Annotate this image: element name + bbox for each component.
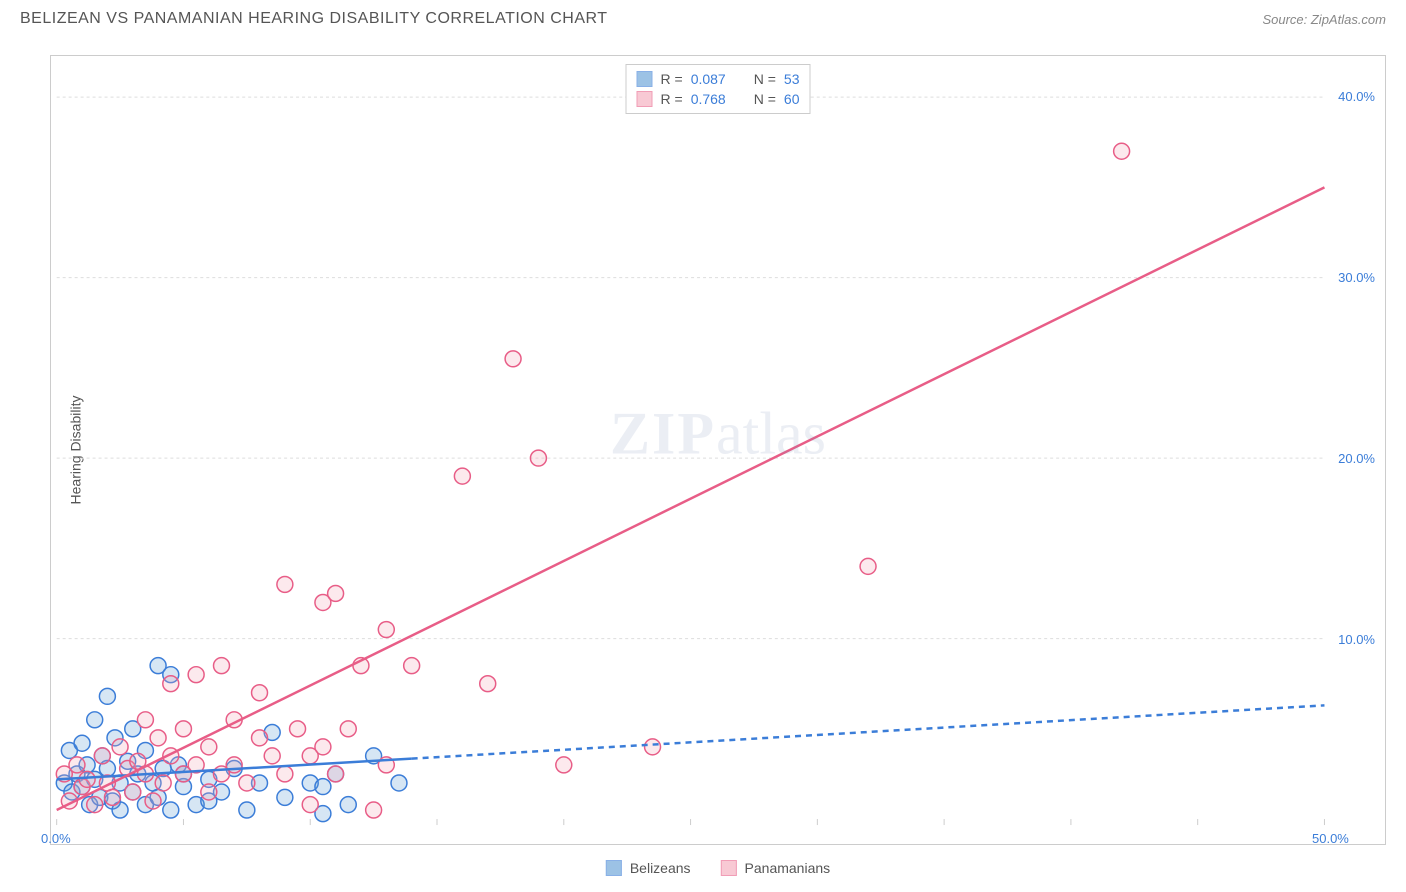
data-point-panamanians (163, 676, 179, 692)
data-point-belizeans (163, 802, 179, 818)
legend-row-belizeans: R = 0.087 N = 53 (637, 69, 800, 89)
data-point-panamanians (188, 667, 204, 683)
data-point-panamanians (505, 351, 521, 367)
trend-line-panamanians (57, 187, 1325, 810)
data-point-panamanians (860, 558, 876, 574)
data-point-panamanians (645, 739, 661, 755)
correlation-legend: R = 0.087 N = 53 R = 0.768 N = 60 (626, 64, 811, 114)
data-point-panamanians (315, 739, 331, 755)
data-point-panamanians (145, 793, 161, 809)
y-tick-label: 30.0% (1338, 270, 1375, 285)
data-point-belizeans (99, 688, 115, 704)
n-label: N = (754, 71, 776, 87)
data-point-panamanians (328, 766, 344, 782)
data-point-panamanians (290, 721, 306, 737)
data-point-panamanians (125, 784, 141, 800)
data-point-panamanians (79, 771, 95, 787)
chart-header: BELIZEAN VS PANAMANIAN HEARING DISABILIT… (0, 0, 1406, 38)
data-point-belizeans (87, 712, 103, 728)
series-legend-belizeans: Belizeans (606, 860, 691, 876)
data-point-panamanians (480, 676, 496, 692)
r-value: 0.087 (691, 71, 726, 87)
data-point-panamanians (556, 757, 572, 773)
series-legend-panamanians: Panamanians (721, 860, 831, 876)
data-point-panamanians (252, 730, 268, 746)
y-tick-label: 20.0% (1338, 451, 1375, 466)
series-label: Belizeans (630, 860, 691, 876)
trend-line-dashed-belizeans (412, 705, 1325, 758)
data-point-panamanians (277, 576, 293, 592)
data-point-panamanians (328, 585, 344, 601)
data-point-panamanians (252, 685, 268, 701)
n-label: N = (754, 91, 776, 107)
legend-swatch-icon (721, 860, 737, 876)
data-point-belizeans (315, 779, 331, 795)
series-label: Panamanians (745, 860, 831, 876)
source-name: ZipAtlas.com (1311, 12, 1386, 27)
y-tick-label: 40.0% (1338, 89, 1375, 104)
data-point-panamanians (1114, 143, 1130, 159)
data-point-panamanians (366, 802, 382, 818)
data-point-panamanians (201, 784, 217, 800)
legend-swatch-icon (606, 860, 622, 876)
data-point-belizeans (277, 789, 293, 805)
data-point-panamanians (340, 721, 356, 737)
n-value: 60 (784, 91, 800, 107)
data-point-belizeans (74, 735, 90, 751)
data-point-panamanians (302, 797, 318, 813)
data-point-panamanians (137, 712, 153, 728)
data-point-panamanians (530, 450, 546, 466)
data-point-panamanians (87, 797, 103, 813)
data-point-panamanians (94, 748, 110, 764)
data-point-panamanians (104, 789, 120, 805)
data-point-panamanians (201, 739, 217, 755)
data-point-panamanians (175, 721, 191, 737)
data-point-panamanians (239, 775, 255, 791)
legend-swatch-icon (637, 71, 653, 87)
source-prefix: Source: (1262, 12, 1310, 27)
r-label: R = (661, 71, 683, 87)
data-point-panamanians (264, 748, 280, 764)
r-label: R = (661, 91, 683, 107)
data-point-belizeans (340, 797, 356, 813)
x-tick-label: 50.0% (1312, 831, 1349, 846)
series-legend: Belizeans Panamanians (606, 860, 830, 876)
data-point-panamanians (214, 658, 230, 674)
data-point-panamanians (150, 730, 166, 746)
chart-container: Hearing Disability ZIPatlas R = 0.087 N … (50, 55, 1386, 845)
chart-title: BELIZEAN VS PANAMANIAN HEARING DISABILIT… (20, 10, 608, 28)
data-point-panamanians (454, 468, 470, 484)
data-point-panamanians (277, 766, 293, 782)
data-point-belizeans (391, 775, 407, 791)
r-value: 0.768 (691, 91, 726, 107)
data-point-belizeans (239, 802, 255, 818)
scatter-plot (51, 56, 1385, 844)
x-tick-label: 0.0% (41, 831, 71, 846)
legend-swatch-icon (637, 91, 653, 107)
data-point-panamanians (404, 658, 420, 674)
data-point-panamanians (112, 739, 128, 755)
data-point-panamanians (155, 775, 171, 791)
n-value: 53 (784, 71, 800, 87)
data-point-panamanians (69, 757, 85, 773)
data-point-panamanians (378, 622, 394, 638)
y-tick-label: 10.0% (1338, 632, 1375, 647)
legend-row-panamanians: R = 0.768 N = 60 (637, 89, 800, 109)
source-attribution: Source: ZipAtlas.com (1262, 12, 1386, 27)
